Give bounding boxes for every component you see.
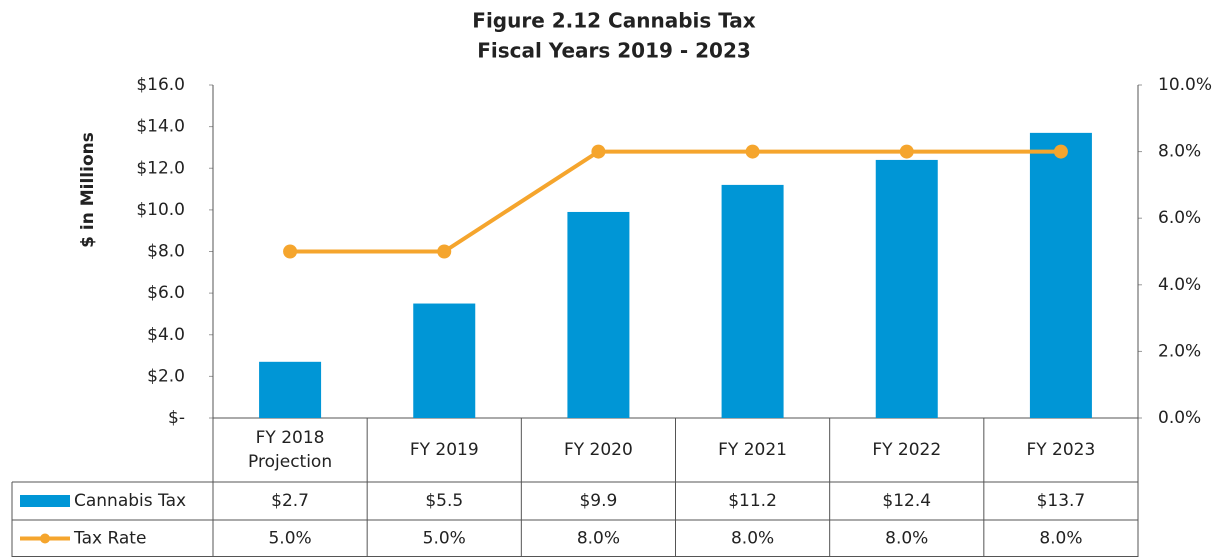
table-value: 5.0% xyxy=(268,529,311,549)
line-marker xyxy=(283,244,298,259)
legend-swatch xyxy=(20,495,70,507)
x-tick-label: FY 2019 xyxy=(409,440,479,460)
y2-tick-label: 8.0% xyxy=(1158,142,1201,162)
y2-tick-label: 0.0% xyxy=(1158,408,1201,428)
y-tick-label: $2.0 xyxy=(147,366,185,386)
y2-tick-label: 6.0% xyxy=(1158,208,1201,228)
y-tick-label: $- xyxy=(168,408,185,428)
bar xyxy=(875,159,938,419)
table-value: 8.0% xyxy=(577,529,620,549)
y-tick-label: $14.0 xyxy=(136,117,185,137)
chart-title: Figure 2.12 Cannabis Tax xyxy=(472,9,756,33)
table-value: $11.2 xyxy=(728,491,777,511)
table-value: 8.0% xyxy=(885,529,928,549)
line-marker xyxy=(899,144,914,159)
y-tick-label: $12.0 xyxy=(136,158,185,178)
bar xyxy=(413,303,476,418)
legend-label: Tax Rate xyxy=(73,529,146,549)
table-value: $9.9 xyxy=(579,491,617,511)
y-tick-label: $10.0 xyxy=(136,200,185,220)
y2-tick-label: 2.0% xyxy=(1158,341,1201,361)
y-tick-label: $4.0 xyxy=(147,325,185,345)
table-value: $2.7 xyxy=(271,491,309,511)
y-tick-label: $8.0 xyxy=(147,242,185,262)
bar xyxy=(259,361,322,418)
table-value: 8.0% xyxy=(1039,529,1082,549)
chart-subtitle: Fiscal Years 2019 - 2023 xyxy=(477,39,751,63)
bar xyxy=(567,211,630,418)
table-value: 5.0% xyxy=(423,529,466,549)
x-tick-label: FY 2022 xyxy=(872,440,942,460)
legend-label: Cannabis Tax xyxy=(74,491,186,511)
x-tick-label: FY 2021 xyxy=(718,440,787,460)
bar xyxy=(1029,132,1092,418)
line xyxy=(290,149,1061,254)
line-marker xyxy=(437,244,452,259)
table-value: $12.4 xyxy=(882,491,931,511)
table-value: 8.0% xyxy=(731,529,774,549)
table-value: $5.5 xyxy=(425,491,463,511)
y-tick-label: $6.0 xyxy=(147,283,185,303)
y2-tick-label: 10.0% xyxy=(1158,75,1212,95)
x-tick-label: FY 2023 xyxy=(1026,440,1096,460)
line-marker xyxy=(745,144,760,159)
legend-marker xyxy=(40,533,50,544)
y-axis-title: $ in Millions xyxy=(78,132,98,248)
x-tick-label: FY 2018 Projection xyxy=(248,428,333,472)
y-tick-label: $16.0 xyxy=(136,75,185,95)
y2-tick-label: 4.0% xyxy=(1158,275,1201,295)
x-tick-label: FY 2020 xyxy=(563,440,633,460)
bar xyxy=(721,184,784,418)
line-marker xyxy=(591,144,606,159)
table-value: $13.7 xyxy=(1037,491,1086,511)
line-marker xyxy=(1053,144,1068,159)
